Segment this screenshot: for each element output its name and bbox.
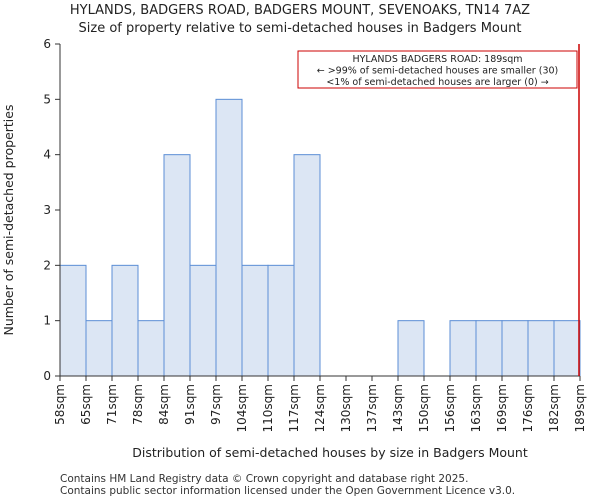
- histogram-bar: [449, 320, 477, 377]
- histogram-bar: [527, 320, 555, 377]
- x-tick-label: 156sqm: [443, 384, 457, 432]
- x-tick-label: 58sqm: [53, 384, 67, 425]
- x-axis-label: Distribution of semi-detached houses by …: [132, 445, 528, 460]
- histogram-bar: [137, 320, 165, 377]
- y-tick-label: 5: [43, 92, 51, 106]
- histogram-bar: [163, 154, 191, 377]
- x-tick-label: 110sqm: [261, 384, 275, 432]
- x-tick-label: 169sqm: [495, 384, 509, 432]
- x-tick-label: 117sqm: [287, 384, 301, 432]
- y-tick-label: 3: [43, 203, 51, 217]
- histogram-bar: [189, 264, 217, 377]
- histogram-bar: [397, 320, 425, 377]
- y-axis-label: Number of semi-detached properties: [1, 105, 16, 336]
- histogram-bar: [267, 264, 295, 377]
- x-tick-label: 163sqm: [469, 384, 483, 432]
- annotation-line: <1% of semi-detached houses are larger (…: [326, 77, 548, 88]
- x-tick-label: 91sqm: [183, 384, 197, 425]
- x-tick-label: 71sqm: [105, 384, 119, 425]
- y-tick-label: 2: [43, 258, 51, 272]
- x-tick-label: 137sqm: [365, 384, 379, 432]
- annotation-line: ← >99% of semi-detached houses are small…: [317, 66, 559, 77]
- histogram-bar: [501, 320, 529, 377]
- x-tick-label: 150sqm: [417, 384, 431, 432]
- annotation-box: [297, 50, 578, 89]
- histogram-bar: [85, 320, 113, 377]
- x-tick-label: 65sqm: [79, 384, 93, 425]
- chart-title: HYLANDS, BADGERS ROAD, BADGERS MOUNT, SE…: [69, 3, 531, 18]
- x-tick-label: 182sqm: [547, 384, 561, 432]
- y-tick-label: 1: [43, 314, 51, 328]
- x-tick-label: 78sqm: [131, 384, 145, 425]
- histogram-bar: [553, 320, 581, 377]
- x-tick-label: 124sqm: [313, 384, 327, 432]
- x-tick-label: 189sqm: [573, 384, 587, 432]
- chart-subtitle: Size of property relative to semi-detach…: [78, 21, 522, 36]
- x-tick-label: 104sqm: [235, 384, 249, 432]
- histogram-bar: [111, 264, 139, 377]
- footer-attribution-2: Contains public sector information licen…: [60, 485, 516, 497]
- annotation-line: HYLANDS BADGERS ROAD: 189sqm: [352, 54, 522, 65]
- y-tick-label: 0: [43, 369, 51, 383]
- x-tick-label: 130sqm: [339, 384, 353, 432]
- x-tick-label: 97sqm: [209, 384, 223, 425]
- y-tick-label: 6: [43, 37, 51, 51]
- histogram-bar: [59, 264, 87, 377]
- histogram-bar: [241, 264, 269, 377]
- footer-attribution-1: Contains HM Land Registry data © Crown c…: [60, 473, 469, 485]
- histogram-bar: [293, 154, 321, 377]
- x-tick-label: 143sqm: [391, 384, 405, 432]
- histogram-bar: [475, 320, 503, 377]
- x-tick-label: 84sqm: [157, 384, 171, 425]
- x-tick-label: 176sqm: [521, 384, 535, 432]
- y-tick-label: 4: [43, 148, 51, 162]
- histogram-bar: [215, 98, 243, 377]
